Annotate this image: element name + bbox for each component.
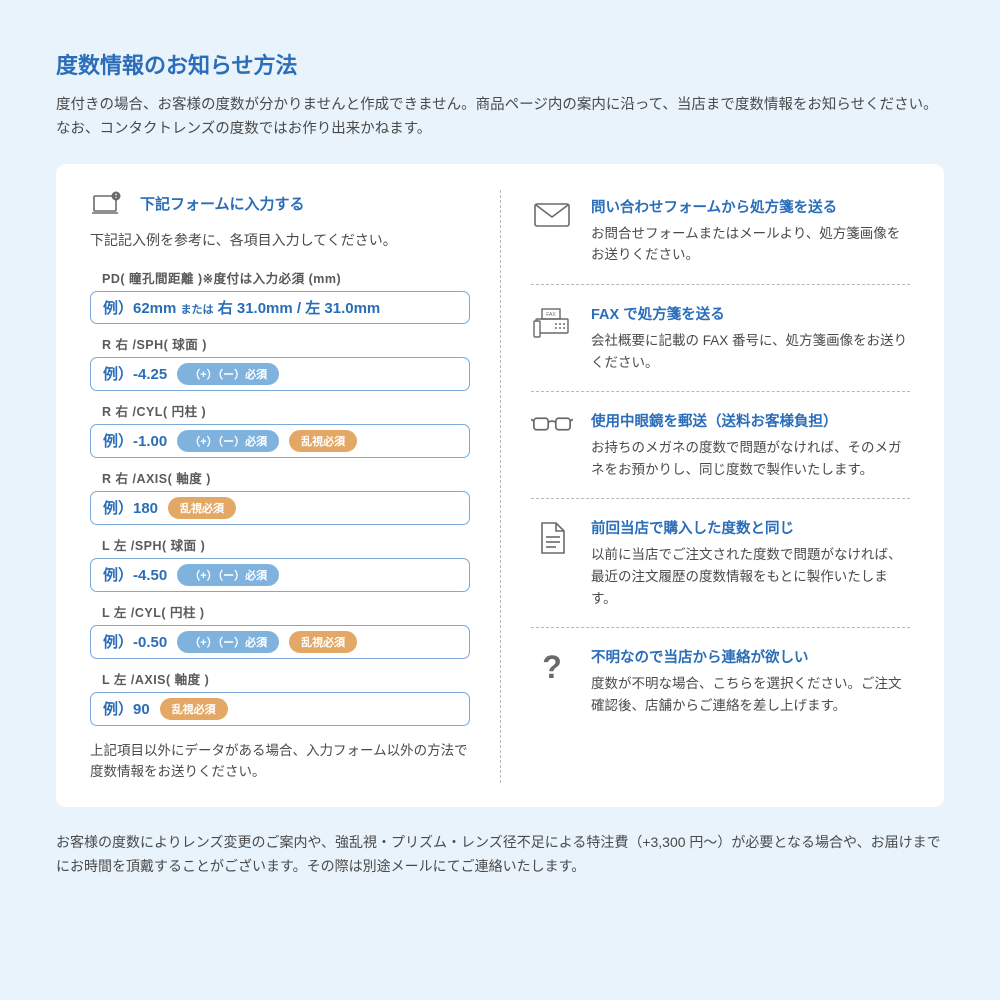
question-icon: ? [531,646,573,716]
field-label: R 右 /AXIS( 軸度 ) [102,468,470,487]
field-label: PD( 瞳孔間距離 )※度付は入力必須 (mm) [102,268,470,287]
field-label: L 左 /AXIS( 軸度 ) [102,669,470,688]
example-text: 例）-4.25 [103,363,167,384]
envelope-icon [531,196,573,266]
form-fields: PD( 瞳孔間距離 )※度付は入力必須 (mm) 例）62mm または 右 31.… [90,268,470,726]
field-label: R 右 /SPH( 球面 ) [102,334,470,353]
input-row[interactable]: 例）180 乱視必須 [90,491,470,525]
option-title: 不明なので当店から連絡が欲しい [591,646,910,667]
option-block[interactable]: 前回当店で購入した度数と同じ以前に当店でご注文された度数で問題がなければ、最近の… [531,499,910,628]
option-desc: 度数が不明な場合、こちらを選択ください。ご注文確認後、店舗からご連絡を差し上げま… [591,673,910,716]
option-desc: お持ちのメガネの度数で問題がなければ、そのメガネをお預かりし、同じ度数で製作いた… [591,437,910,480]
option-block[interactable]: ? 不明なので当店から連絡が欲しい度数が不明な場合、こちらを選択ください。ご注文確… [531,628,910,720]
astigmatism-pill: 乱視必須 [289,631,357,653]
required-sign-pill: （+）（ー）必須 [177,564,279,586]
page-title: 度数情報のお知らせ方法 [56,48,944,80]
option-content: 使用中眼鏡を郵送（送料お客様負担） お持ちのメガネの度数で問題がなければ、そのメガ… [591,410,910,480]
form-header-title: 下記フォームに入力する [140,193,305,214]
form-column: 下記フォームに入力する 下記記入例を参考に、各項目入力してください。 PD( 瞳… [90,190,500,783]
option-desc: 以前に当店でご注文された度数で問題がなければ、最近の注文履歴の度数情報をもとに製… [591,544,910,609]
example-text: 例）-1.00 [103,430,167,451]
option-title: 前回当店で購入した度数と同じ [591,517,910,538]
input-row[interactable]: 例）-4.50 （+）（ー）必須 [90,558,470,592]
astigmatism-pill: 乱視必須 [289,430,357,452]
svg-text:FAX: FAX [546,312,556,318]
form-header: 下記フォームに入力する [90,190,470,218]
option-block[interactable]: FAX FAX で処方箋を送る会社概要に記載の FAX 番号に、処方箋画像をお送り… [531,285,910,392]
field-label: L 左 /CYL( 円柱 ) [102,602,470,621]
input-row[interactable]: 例）90 乱視必須 [90,692,470,726]
option-title: 使用中眼鏡を郵送（送料お客様負担） [591,410,910,431]
option-content: 不明なので当店から連絡が欲しい度数が不明な場合、こちらを選択ください。ご注文確認… [591,646,910,716]
option-content: 問い合わせフォームから処方箋を送るお問合せフォームまたはメールより、処方箋画像を… [591,196,910,266]
astigmatism-pill: 乱視必須 [160,698,228,720]
option-block[interactable]: 問い合わせフォームから処方箋を送るお問合せフォームまたはメールより、処方箋画像を… [531,190,910,285]
input-row[interactable]: 例）-1.00 （+）（ー）必須乱視必須 [90,424,470,458]
example-text: 例）-0.50 [103,631,167,652]
glasses-icon [531,410,573,480]
option-title: 問い合わせフォームから処方箋を送る [591,196,910,217]
option-title: FAX で処方箋を送る [591,303,910,324]
svg-text:?: ? [542,650,562,685]
option-content: FAX で処方箋を送る会社概要に記載の FAX 番号に、処方箋画像をお送りくださ… [591,303,910,373]
required-sign-pill: （+）（ー）必須 [177,631,279,653]
footer-note: お客様の度数によりレンズ変更のご案内や、強乱視・プリズム・レンズ径不足による特注… [56,831,944,879]
example-text: 例）180 [103,497,158,518]
form-subtext: 下記記入例を参考に、各項目入力してください。 [90,230,470,250]
example-text: 例）-4.50 [103,564,167,585]
field-label: R 右 /CYL( 円柱 ) [102,401,470,420]
form-note: 上記項目以外にデータがある場合、入力フォーム以外の方法で度数情報をお送りください… [90,740,470,783]
option-desc: お問合せフォームまたはメールより、処方箋画像をお送りください。 [591,223,910,266]
example-text: 例）90 [103,698,150,719]
field-label: L 左 /SPH( 球面 ) [102,535,470,554]
input-row[interactable]: 例）-4.25 （+）（ー）必須 [90,357,470,391]
laptop-icon [90,190,126,218]
intro-text: 度付きの場合、お客様の度数が分かりませんと作成できません。商品ページ内の案内に沿… [56,94,944,142]
required-sign-pill: （+）（ー）必須 [177,430,279,452]
options-column: 問い合わせフォームから処方箋を送るお問合せフォームまたはメールより、処方箋画像を… [500,190,910,783]
fax-icon: FAX [531,303,573,373]
input-row[interactable]: 例）62mm または 右 31.0mm / 左 31.0mm [90,291,470,324]
required-sign-pill: （+）（ー）必須 [177,363,279,385]
document-icon [531,517,573,609]
option-content: 前回当店で購入した度数と同じ以前に当店でご注文された度数で問題がなければ、最近の… [591,517,910,609]
input-row[interactable]: 例）-0.50 （+）（ー）必須乱視必須 [90,625,470,659]
astigmatism-pill: 乱視必須 [168,497,236,519]
option-desc: 会社概要に記載の FAX 番号に、処方箋画像をお送りください。 [591,330,910,373]
content-box: 下記フォームに入力する 下記記入例を参考に、各項目入力してください。 PD( 瞳… [56,164,944,807]
example-text: 例）62mm または 右 31.0mm / 左 31.0mm [103,297,380,318]
option-block[interactable]: 使用中眼鏡を郵送（送料お客様負担） お持ちのメガネの度数で問題がなければ、そのメガ… [531,392,910,499]
